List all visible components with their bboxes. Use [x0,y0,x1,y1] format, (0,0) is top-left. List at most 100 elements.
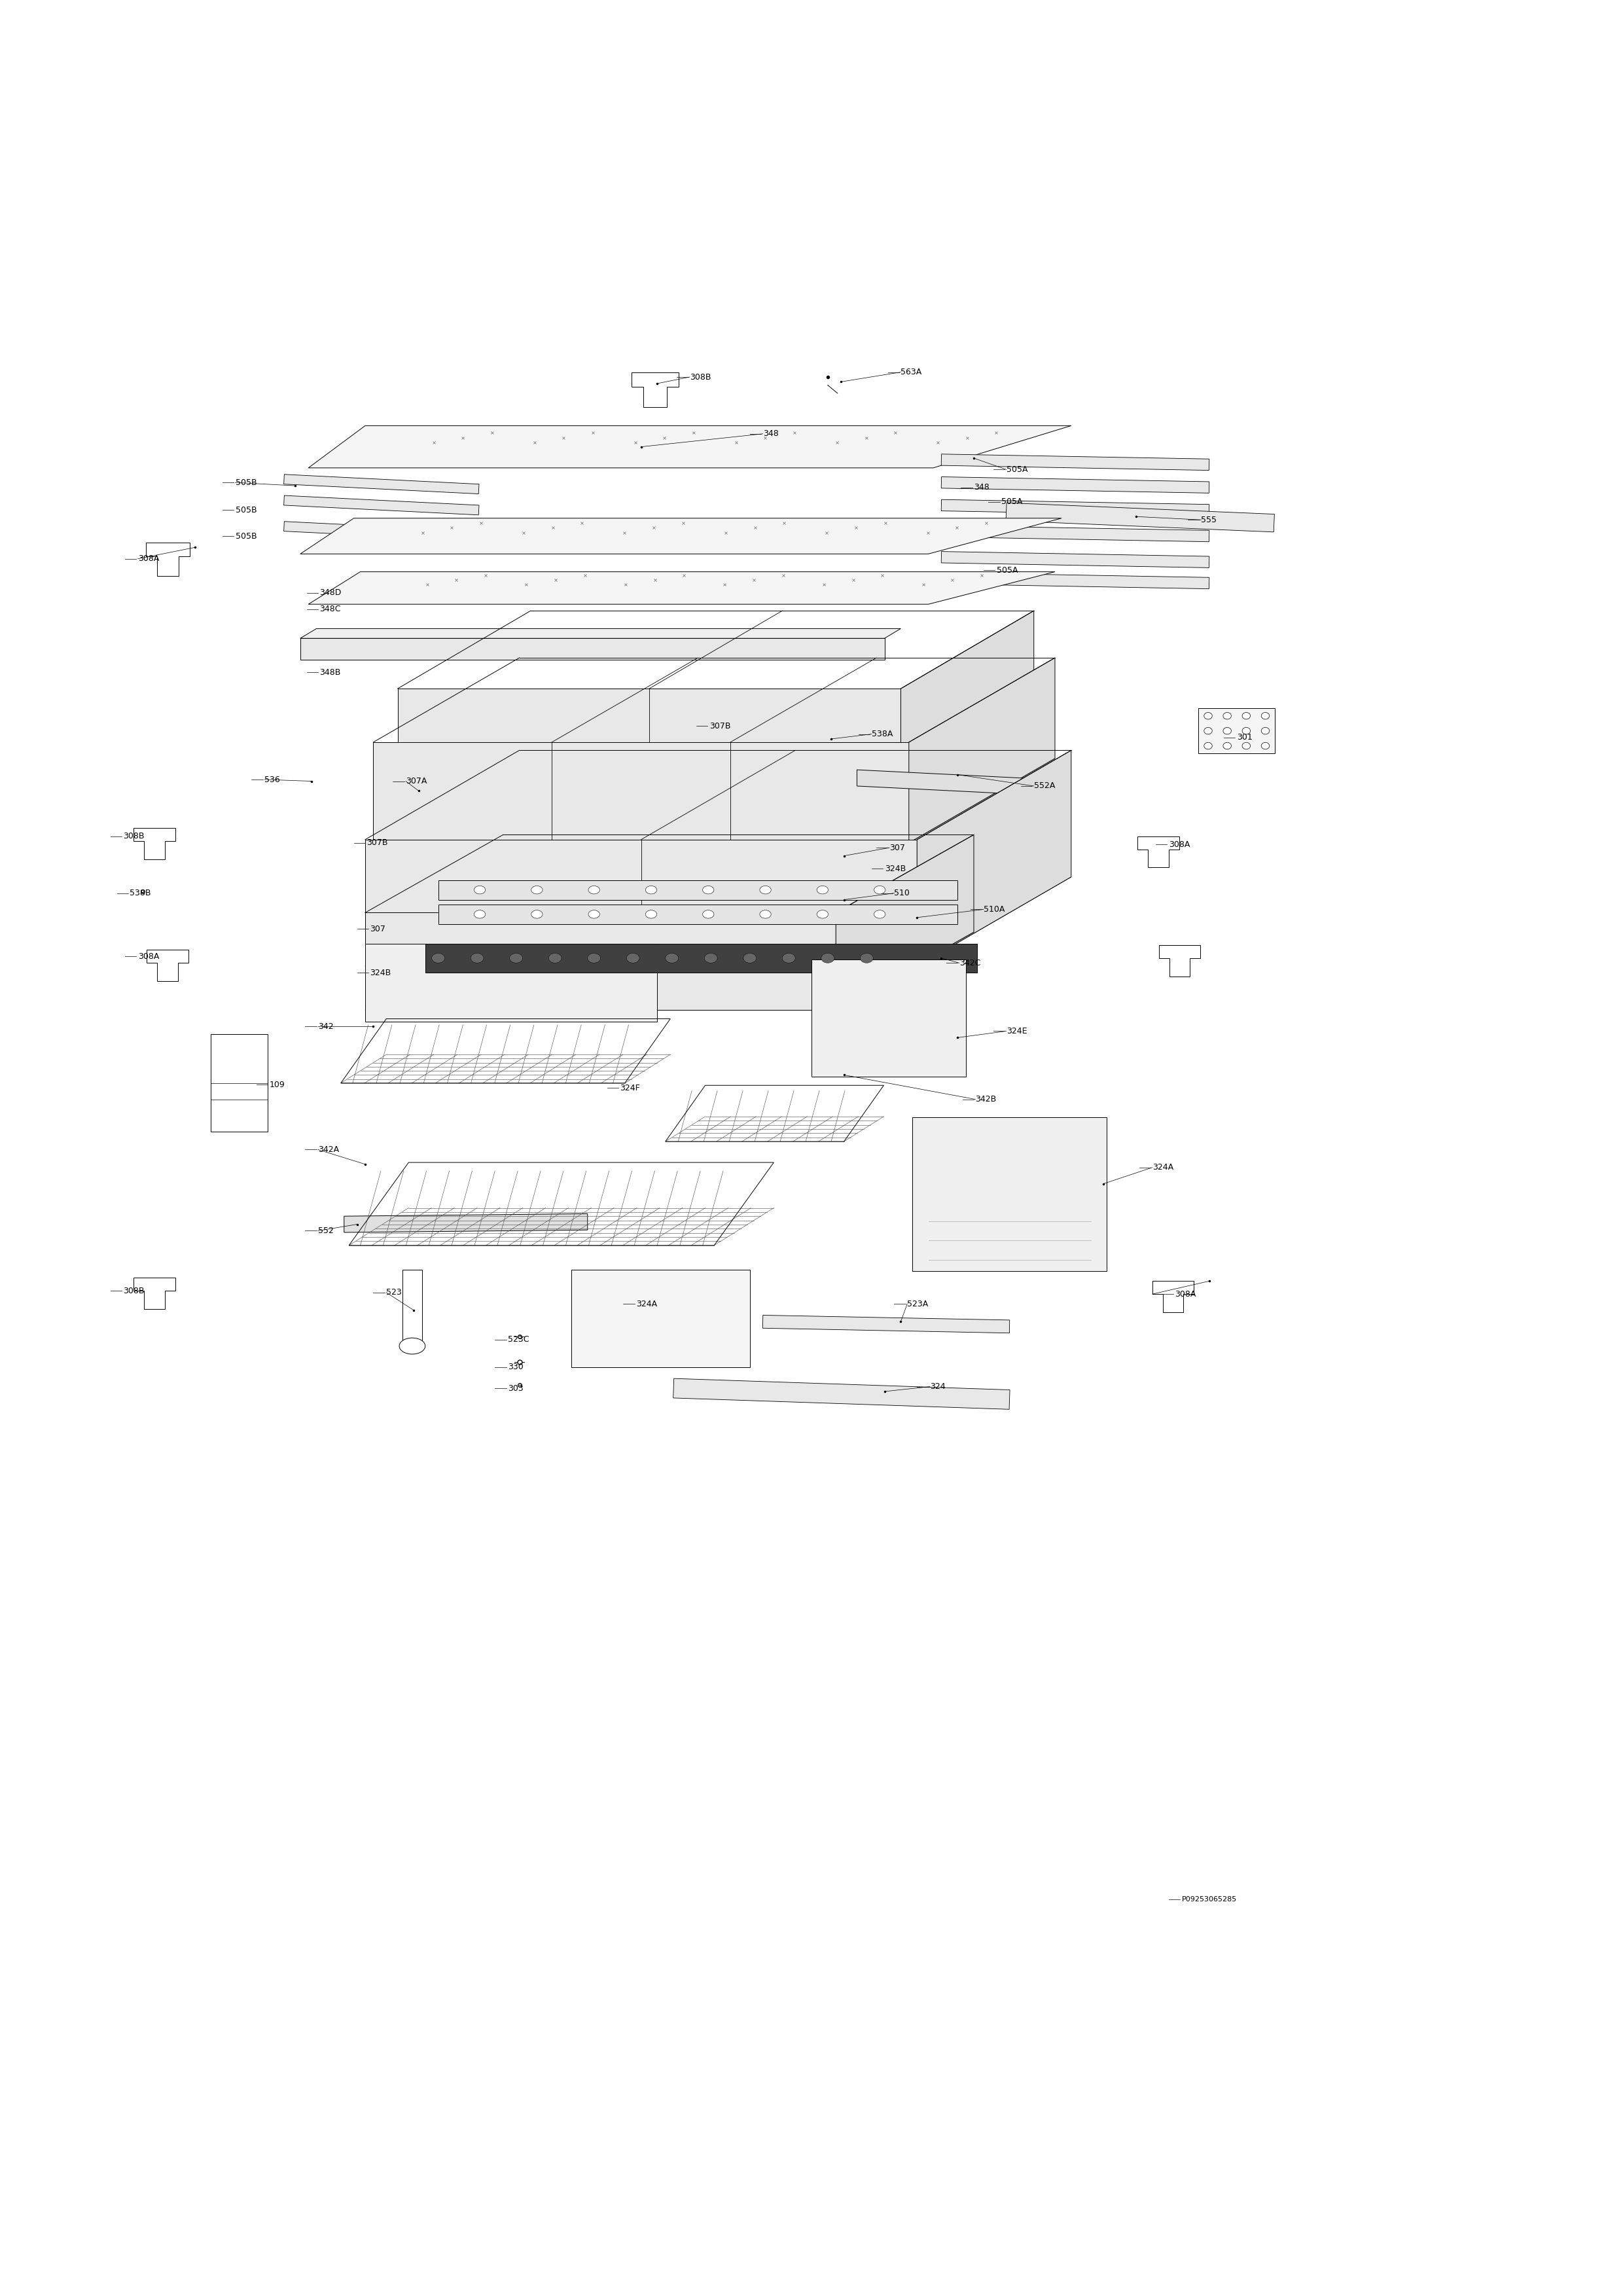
Text: 523A: 523A [907,1300,928,1309]
Text: 348: 348 [763,429,779,439]
Text: 303: 303 [508,1384,524,1391]
Polygon shape [133,1279,175,1309]
Text: 563A: 563A [901,367,922,377]
Bar [571,1270,750,1366]
Bar [1198,709,1276,753]
Ellipse shape [1261,742,1269,748]
Polygon shape [284,521,479,542]
Text: 505B: 505B [235,505,256,514]
Ellipse shape [760,886,771,893]
Text: 307: 307 [889,843,906,852]
Polygon shape [308,425,1071,468]
Ellipse shape [703,909,714,918]
Polygon shape [146,951,188,980]
Bar [425,944,977,974]
Text: 552: 552 [318,1226,334,1235]
Ellipse shape [531,909,542,918]
Polygon shape [909,657,1055,843]
Polygon shape [308,572,1055,604]
Text: 324B: 324B [370,969,391,978]
Polygon shape [674,1378,1010,1410]
Text: 505A: 505A [1001,498,1022,505]
Ellipse shape [588,909,601,918]
Text: 324A: 324A [1152,1164,1173,1171]
Polygon shape [941,501,1209,517]
Polygon shape [300,629,901,638]
Polygon shape [941,455,1209,471]
Bar [812,960,966,1077]
Text: 342C: 342C [959,960,980,967]
Text: 307A: 307A [406,776,427,785]
Ellipse shape [1204,712,1212,719]
Text: 324: 324 [930,1382,946,1391]
Polygon shape [631,372,678,406]
Ellipse shape [471,953,484,962]
Bar [912,1118,1107,1272]
Text: 552A: 552A [1034,781,1055,790]
Text: 505A: 505A [1006,466,1027,473]
Ellipse shape [873,909,886,918]
Ellipse shape [821,953,834,962]
Bar [211,1035,268,1132]
Text: 536: 536 [265,776,281,783]
Text: 555: 555 [1201,517,1217,523]
Polygon shape [398,689,901,778]
Polygon shape [300,519,1061,553]
Text: 342A: 342A [318,1146,339,1155]
Text: P09253065285: P09253065285 [1182,1896,1237,1903]
Polygon shape [941,526,1209,542]
Polygon shape [941,478,1209,494]
Ellipse shape [474,886,485,893]
Polygon shape [763,1316,1010,1334]
Polygon shape [941,551,1209,567]
Text: 308B: 308B [690,372,711,381]
Ellipse shape [626,953,639,962]
Text: 307: 307 [370,925,386,932]
Ellipse shape [1224,742,1232,748]
Ellipse shape [782,953,795,962]
Text: 348D: 348D [320,588,341,597]
Polygon shape [1138,836,1180,868]
Text: 348: 348 [974,482,990,491]
Text: 324E: 324E [1006,1026,1027,1035]
Polygon shape [284,496,479,514]
Ellipse shape [531,886,542,893]
Text: 330: 330 [508,1364,524,1371]
Bar [438,879,958,900]
Text: 308B: 308B [123,831,144,840]
Text: 301: 301 [1237,732,1253,742]
Ellipse shape [588,953,601,962]
Text: 308A: 308A [1175,1290,1196,1297]
Ellipse shape [1224,728,1232,735]
Ellipse shape [432,953,445,962]
Text: 307B: 307B [367,838,388,847]
Ellipse shape [474,909,485,918]
Polygon shape [1152,1281,1195,1313]
Ellipse shape [704,953,717,962]
Text: 308B: 308B [123,1286,144,1295]
Ellipse shape [399,1339,425,1355]
Ellipse shape [510,953,523,962]
Ellipse shape [873,886,886,893]
Ellipse shape [1242,728,1250,735]
Polygon shape [146,542,190,576]
Polygon shape [300,638,885,659]
Polygon shape [1006,503,1274,533]
Text: 308A: 308A [1169,840,1190,850]
Ellipse shape [1261,712,1269,719]
Polygon shape [917,751,1071,967]
Ellipse shape [760,909,771,918]
Ellipse shape [1204,728,1212,735]
Polygon shape [1159,946,1201,976]
Ellipse shape [703,886,714,893]
Polygon shape [373,742,909,843]
Polygon shape [365,877,1071,967]
Polygon shape [365,912,836,1010]
Ellipse shape [1204,742,1212,748]
Text: 348C: 348C [320,604,341,613]
Text: 505A: 505A [997,565,1018,574]
Bar [438,905,958,923]
Ellipse shape [665,953,678,962]
Text: 523: 523 [386,1288,403,1297]
Text: 342: 342 [318,1022,334,1031]
